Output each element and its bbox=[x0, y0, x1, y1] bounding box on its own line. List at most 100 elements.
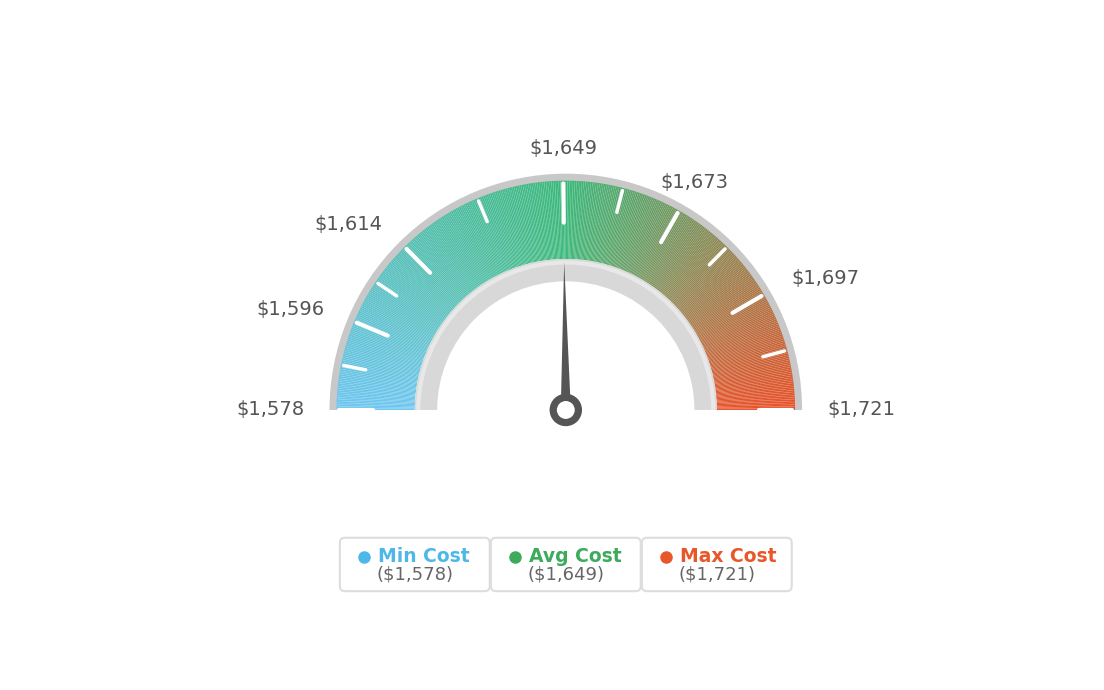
Text: Max Cost: Max Cost bbox=[680, 547, 777, 566]
Wedge shape bbox=[697, 295, 765, 335]
Wedge shape bbox=[539, 182, 549, 260]
Wedge shape bbox=[363, 301, 433, 339]
Wedge shape bbox=[347, 342, 422, 366]
Wedge shape bbox=[659, 230, 709, 292]
Wedge shape bbox=[649, 218, 693, 284]
Wedge shape bbox=[658, 229, 708, 291]
Wedge shape bbox=[402, 248, 459, 304]
Wedge shape bbox=[447, 213, 489, 281]
Wedge shape bbox=[686, 271, 750, 319]
Wedge shape bbox=[411, 240, 464, 299]
Wedge shape bbox=[665, 237, 718, 297]
Wedge shape bbox=[559, 181, 562, 259]
Wedge shape bbox=[715, 376, 793, 388]
Wedge shape bbox=[694, 290, 762, 332]
Wedge shape bbox=[715, 385, 794, 395]
Wedge shape bbox=[349, 334, 423, 361]
Wedge shape bbox=[407, 243, 463, 301]
Wedge shape bbox=[347, 339, 422, 364]
Wedge shape bbox=[584, 182, 595, 260]
Wedge shape bbox=[337, 401, 415, 405]
Wedge shape bbox=[337, 397, 415, 403]
Wedge shape bbox=[655, 224, 702, 288]
Wedge shape bbox=[555, 181, 560, 259]
Wedge shape bbox=[396, 255, 455, 308]
Wedge shape bbox=[714, 371, 792, 385]
Wedge shape bbox=[542, 181, 552, 259]
Wedge shape bbox=[477, 198, 508, 271]
Wedge shape bbox=[561, 181, 563, 259]
Wedge shape bbox=[657, 228, 707, 290]
Wedge shape bbox=[712, 351, 788, 373]
Wedge shape bbox=[425, 228, 475, 290]
Wedge shape bbox=[626, 199, 658, 272]
Wedge shape bbox=[575, 181, 582, 259]
Wedge shape bbox=[337, 395, 415, 402]
Wedge shape bbox=[420, 232, 470, 294]
Wedge shape bbox=[616, 194, 644, 268]
Wedge shape bbox=[344, 348, 421, 370]
Wedge shape bbox=[587, 183, 599, 261]
Wedge shape bbox=[675, 250, 732, 306]
Wedge shape bbox=[716, 395, 795, 402]
Wedge shape bbox=[490, 193, 517, 268]
Wedge shape bbox=[361, 306, 432, 342]
FancyBboxPatch shape bbox=[641, 538, 792, 591]
Wedge shape bbox=[634, 205, 670, 275]
Wedge shape bbox=[357, 315, 428, 349]
Wedge shape bbox=[711, 344, 786, 368]
Wedge shape bbox=[696, 293, 764, 334]
Wedge shape bbox=[533, 183, 545, 260]
Wedge shape bbox=[564, 181, 566, 259]
Wedge shape bbox=[636, 206, 673, 277]
Wedge shape bbox=[338, 383, 416, 393]
Wedge shape bbox=[714, 368, 792, 384]
Wedge shape bbox=[681, 261, 741, 313]
Wedge shape bbox=[704, 321, 777, 352]
Wedge shape bbox=[485, 195, 513, 268]
Wedge shape bbox=[367, 295, 435, 335]
Wedge shape bbox=[506, 188, 527, 264]
Wedge shape bbox=[438, 218, 482, 284]
Wedge shape bbox=[391, 261, 450, 313]
Wedge shape bbox=[638, 209, 678, 278]
Wedge shape bbox=[656, 226, 703, 289]
Wedge shape bbox=[401, 249, 458, 305]
Wedge shape bbox=[380, 275, 444, 322]
Wedge shape bbox=[668, 241, 723, 300]
Wedge shape bbox=[614, 193, 640, 267]
Wedge shape bbox=[698, 298, 767, 337]
Wedge shape bbox=[648, 217, 692, 284]
Wedge shape bbox=[593, 184, 608, 262]
Wedge shape bbox=[388, 264, 449, 315]
Wedge shape bbox=[641, 212, 682, 280]
Wedge shape bbox=[340, 365, 417, 382]
Wedge shape bbox=[431, 224, 478, 288]
Wedge shape bbox=[509, 188, 530, 264]
Text: ($1,578): ($1,578) bbox=[376, 565, 454, 583]
Wedge shape bbox=[364, 299, 434, 338]
Wedge shape bbox=[500, 190, 523, 265]
Wedge shape bbox=[580, 181, 590, 259]
Text: $1,673: $1,673 bbox=[661, 173, 729, 192]
Wedge shape bbox=[514, 186, 533, 263]
Wedge shape bbox=[601, 187, 622, 264]
Wedge shape bbox=[715, 374, 793, 388]
Wedge shape bbox=[629, 201, 664, 273]
Wedge shape bbox=[530, 184, 543, 261]
Wedge shape bbox=[705, 324, 779, 355]
Wedge shape bbox=[429, 224, 477, 288]
Wedge shape bbox=[424, 229, 474, 291]
Wedge shape bbox=[617, 194, 645, 268]
Wedge shape bbox=[362, 303, 433, 340]
Wedge shape bbox=[449, 212, 490, 280]
FancyBboxPatch shape bbox=[491, 538, 640, 591]
Wedge shape bbox=[470, 201, 503, 273]
Wedge shape bbox=[541, 182, 551, 260]
Wedge shape bbox=[537, 182, 548, 260]
Text: $1,721: $1,721 bbox=[827, 400, 895, 420]
Wedge shape bbox=[716, 388, 794, 397]
Wedge shape bbox=[394, 257, 454, 310]
Text: $1,596: $1,596 bbox=[256, 299, 325, 319]
Wedge shape bbox=[527, 184, 541, 262]
